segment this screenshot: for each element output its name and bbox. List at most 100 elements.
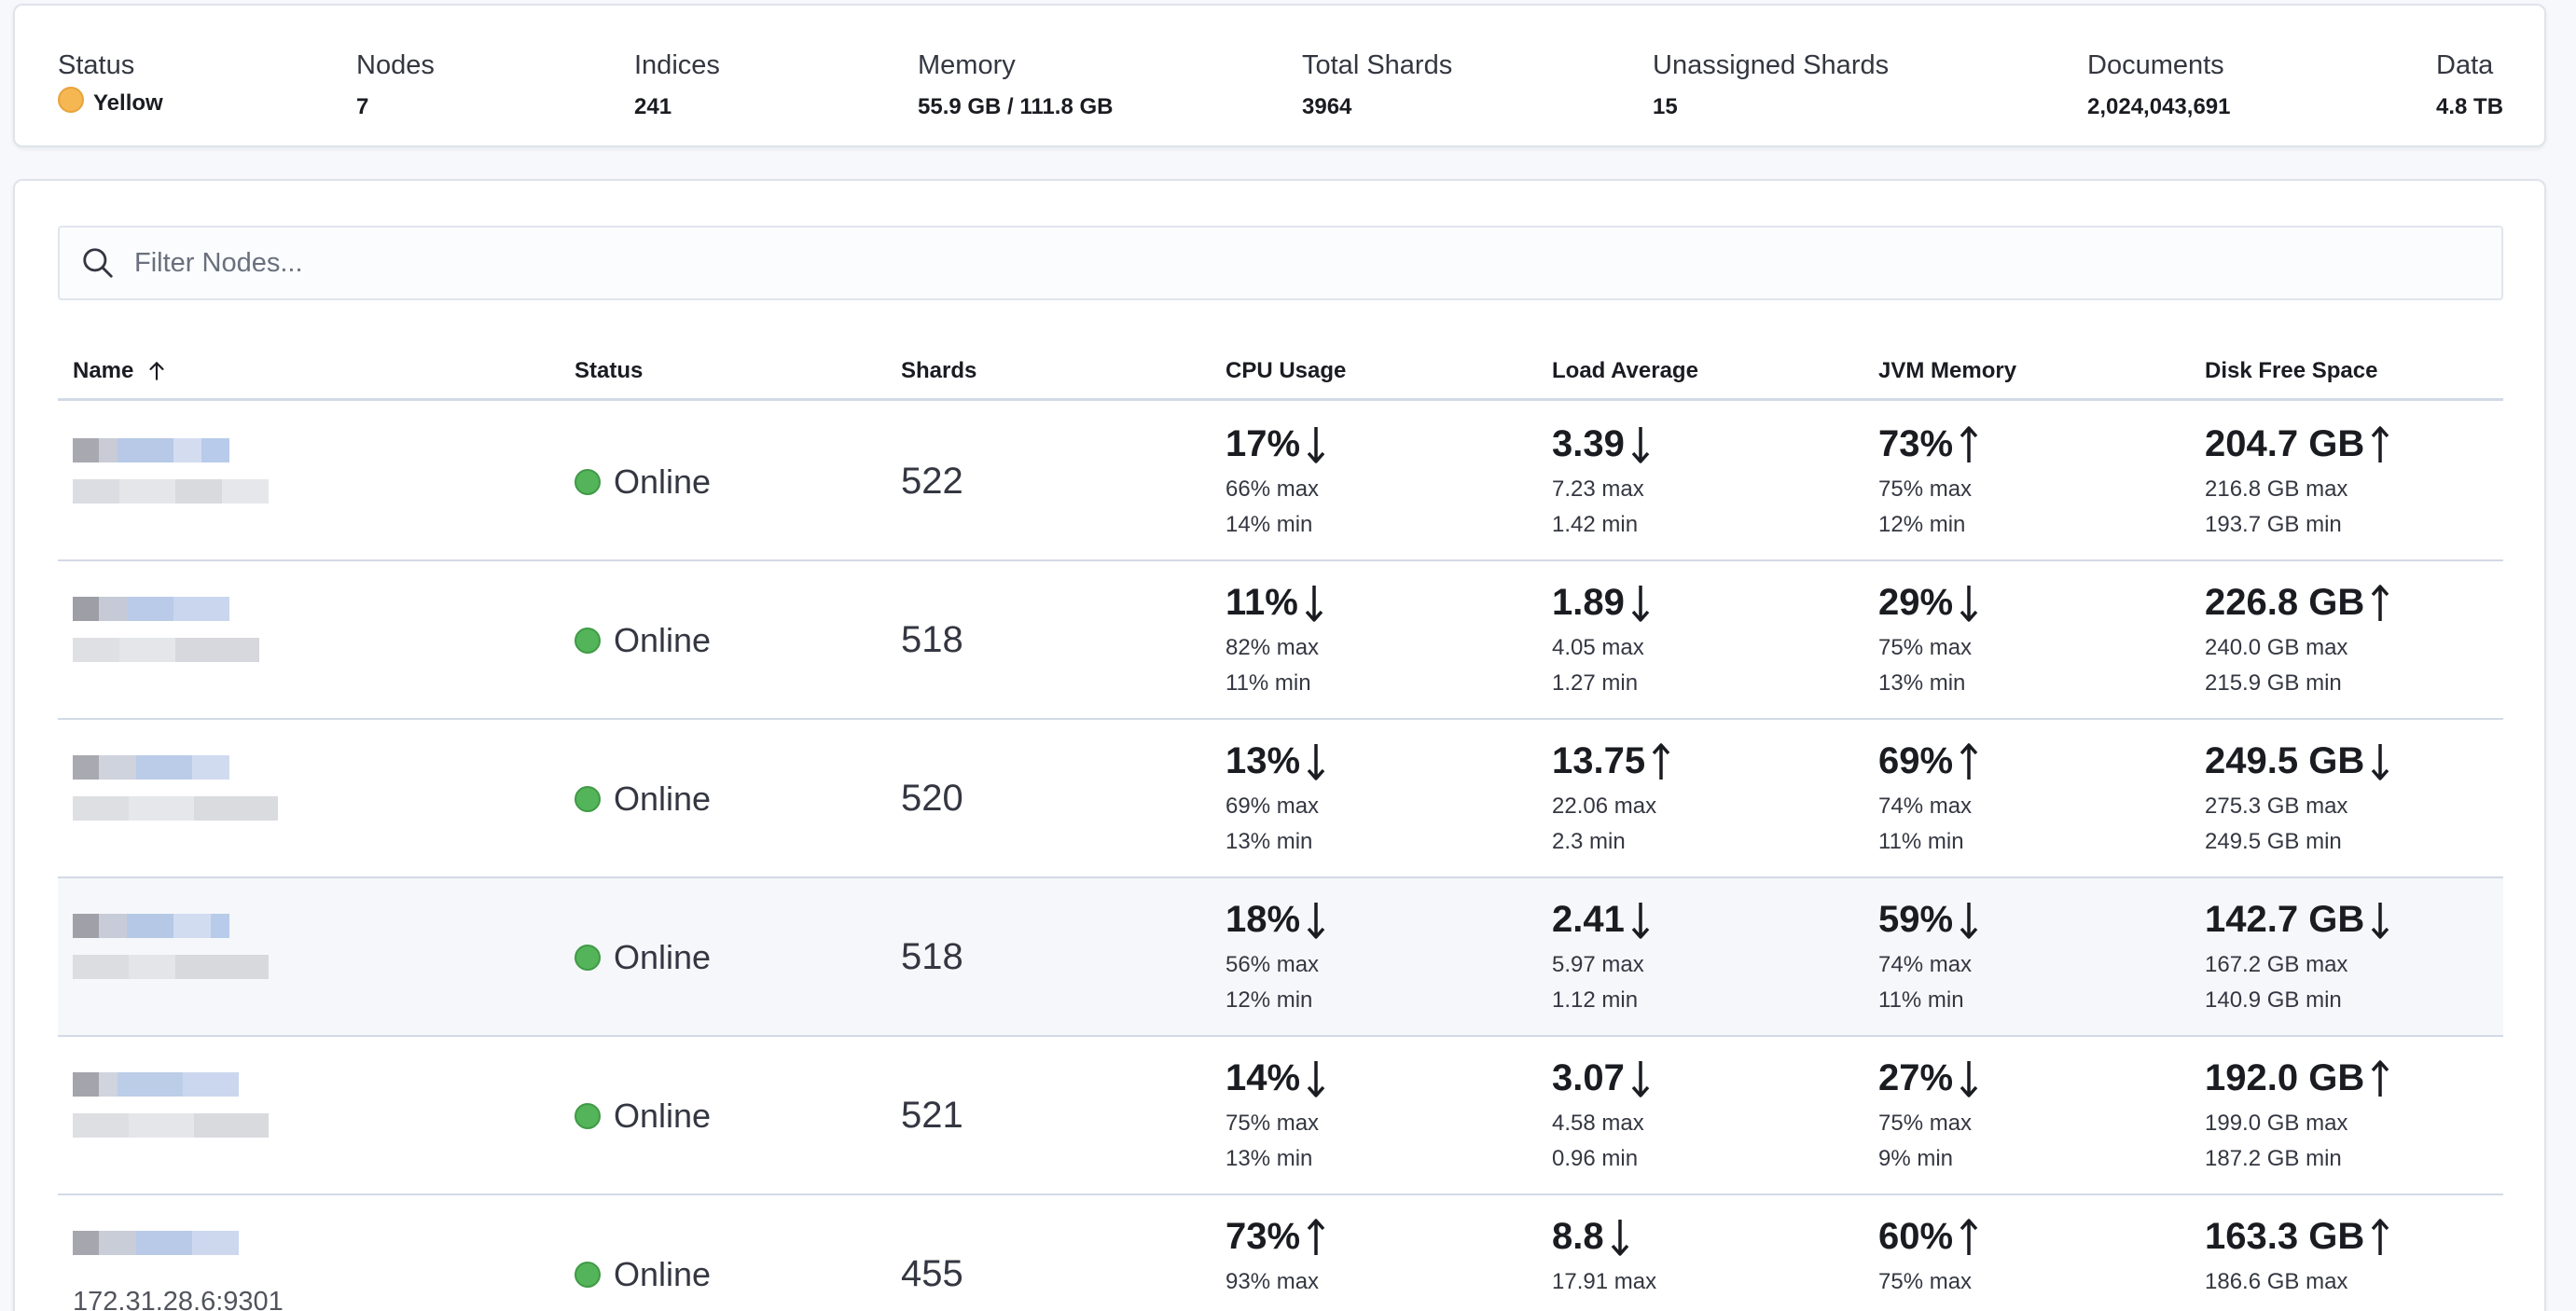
column-header-name-label: Name — [73, 358, 134, 383]
metric-jvm-min: 9% min — [1878, 1146, 1954, 1171]
column-header-load[interactable]: Load Average — [1552, 358, 1698, 384]
summary-documents-label: Documents — [2087, 50, 2224, 80]
node-status-text: Online — [614, 621, 712, 659]
table-header: Name Status Shards CPU Usage Load Averag… — [58, 341, 2503, 401]
metric-jvm-value: 73% — [1878, 423, 1954, 464]
node-status-text: Online — [614, 1255, 712, 1293]
metric-disk: 163.3 GB 186.6 GB max — [2205, 1216, 2390, 1304]
trend-down-icon — [1611, 1219, 1628, 1256]
column-header-disk[interactable]: Disk Free Space — [2205, 358, 2377, 384]
node-status: Online — [575, 1097, 711, 1136]
redacted-node-name — [73, 755, 325, 841]
node-shards: 518 — [901, 619, 963, 660]
metric-load: 2.41 5.97 max 1.12 min — [1552, 899, 1651, 1014]
node-status-text: Online — [614, 938, 712, 976]
column-header-jvm[interactable]: JVM Memory — [1878, 358, 2016, 384]
node-name-link[interactable]: 172.31.28.6:9301 — [73, 1287, 284, 1311]
trend-up-icon — [2371, 1218, 2389, 1255]
table-row[interactable]: Online 518 18% 56% max 12% min 2.41 5.97 max 1.… — [58, 878, 2503, 1037]
column-header-shards-label: Shards — [901, 358, 977, 383]
trend-down-icon — [1307, 426, 1325, 463]
sort-ascending-icon[interactable] — [145, 359, 169, 383]
metric-jvm: 27% 75% max 9% min — [1878, 1057, 1979, 1172]
metric-cpu-max: 56% max — [1226, 952, 1320, 977]
node-status: Online — [575, 621, 711, 660]
summary-nodes-label: Nodes — [356, 50, 435, 80]
table-row[interactable]: Online 520 13% 69% max 13% min 13.75 22.06 max… — [58, 720, 2503, 878]
filter-nodes-input[interactable] — [134, 247, 2373, 279]
metric-disk-max: 186.6 GB max — [2205, 1269, 2348, 1294]
column-header-load-label: Load Average — [1552, 358, 1698, 383]
summary-memory: Memory 55.9 GB / 111.8 GB — [918, 50, 1113, 120]
table-row[interactable]: Online 518 11% 82% max 11% min 1.89 4.05 max 1.… — [58, 561, 2503, 720]
trend-up-icon — [1960, 742, 1978, 780]
trend-down-icon — [1631, 902, 1650, 939]
metric-load-value: 3.39 — [1552, 423, 1625, 464]
column-header-cpu[interactable]: CPU Usage — [1226, 358, 1346, 384]
metric-jvm-value: 69% — [1878, 740, 1954, 781]
trend-down-icon — [1631, 426, 1650, 463]
metric-disk: 192.0 GB 199.0 GB max 187.2 GB min — [2205, 1057, 2390, 1172]
metric-load-max: 22.06 max — [1552, 794, 1657, 819]
metric-jvm: 73% 75% max 12% min — [1878, 423, 1979, 538]
column-header-name[interactable]: Name — [73, 358, 169, 384]
metric-cpu-min: 11% min — [1226, 670, 1311, 696]
metric-cpu: 17% 66% max 14% min — [1226, 423, 1326, 538]
column-header-status[interactable]: Status — [575, 358, 643, 384]
metric-load-max: 7.23 max — [1552, 476, 1644, 502]
metric-cpu-value: 18% — [1226, 899, 1301, 940]
metric-cpu: 11% 82% max 11% min — [1226, 582, 1324, 697]
metric-cpu-max: 93% max — [1226, 1269, 1320, 1294]
trend-down-icon — [1631, 1060, 1650, 1097]
summary-documents-value: 2,024,043,691 — [2087, 94, 2231, 119]
summary-status-label: Status — [58, 50, 135, 80]
trend-down-icon — [1960, 902, 1978, 939]
metric-cpu-max: 75% max — [1226, 1111, 1320, 1136]
summary-nodes-value: 7 — [356, 94, 369, 119]
node-status-text: Online — [614, 780, 712, 818]
node-shards: 520 — [901, 778, 963, 819]
metric-load-max: 5.97 max — [1552, 952, 1644, 977]
metric-load-value: 1.89 — [1552, 582, 1625, 623]
trend-down-icon — [1960, 585, 1978, 622]
online-status-icon — [575, 469, 601, 495]
trend-up-icon — [2371, 425, 2389, 462]
summary-total-shards: Total Shards 3964 — [1302, 50, 1452, 120]
node-shards: 521 — [901, 1095, 963, 1136]
metric-disk-value: 249.5 GB — [2205, 740, 2365, 781]
search-icon — [83, 248, 113, 278]
table-row[interactable]: Online 522 17% 66% max 14% min 3.39 7.23 max 1.… — [58, 403, 2503, 561]
column-header-shards[interactable]: Shards — [901, 358, 976, 384]
node-status-text: Online — [614, 1097, 712, 1135]
metric-load-min: 2.3 min — [1552, 829, 1626, 854]
summary-data-value: 4.8 TB — [2436, 94, 2504, 119]
filter-nodes-search[interactable] — [58, 226, 2503, 300]
metric-load-max: 17.91 max — [1552, 1269, 1657, 1294]
online-status-icon — [575, 628, 601, 654]
summary-total-shards-label: Total Shards — [1302, 50, 1453, 80]
metric-load: 1.89 4.05 max 1.27 min — [1552, 582, 1651, 697]
metric-load-min: 1.42 min — [1552, 512, 1639, 537]
metric-disk-min: 193.7 GB min — [2205, 512, 2342, 537]
metric-cpu-min: 13% min — [1226, 1146, 1313, 1171]
trend-down-icon — [1960, 1060, 1978, 1097]
metric-disk-max: 240.0 GB max — [2205, 635, 2348, 660]
table-row[interactable]: 172.31.28.6:9301 Online 455 73% 93% max 8.8 17… — [58, 1195, 2503, 1311]
metric-load-value: 2.41 — [1552, 899, 1625, 940]
metric-jvm-max: 75% max — [1878, 476, 1973, 502]
metric-load: 3.39 7.23 max 1.42 min — [1552, 423, 1651, 538]
metric-cpu-max: 69% max — [1226, 794, 1320, 819]
column-header-status-label: Status — [575, 358, 644, 383]
metric-cpu-min: 14% min — [1226, 512, 1313, 537]
summary-nodes: Nodes 7 — [356, 50, 435, 120]
table-row[interactable]: Online 521 14% 75% max 13% min 3.07 4.58 max 0.… — [58, 1037, 2503, 1195]
summary-memory-value: 55.9 GB / 111.8 GB — [918, 94, 1114, 119]
summary-memory-label: Memory — [918, 50, 1016, 80]
metric-disk: 249.5 GB 275.3 GB max 249.5 GB min — [2205, 740, 2390, 855]
node-status: Online — [575, 462, 711, 502]
summary-unassigned-shards: Unassigned Shards 15 — [1653, 50, 1889, 120]
summary-unassigned-shards-label: Unassigned Shards — [1653, 50, 1890, 80]
metric-cpu-value: 17% — [1226, 423, 1301, 464]
metric-jvm-min: 12% min — [1878, 512, 1966, 537]
nodes-panel: Name Status Shards CPU Usage Load Averag… — [13, 179, 2546, 1311]
